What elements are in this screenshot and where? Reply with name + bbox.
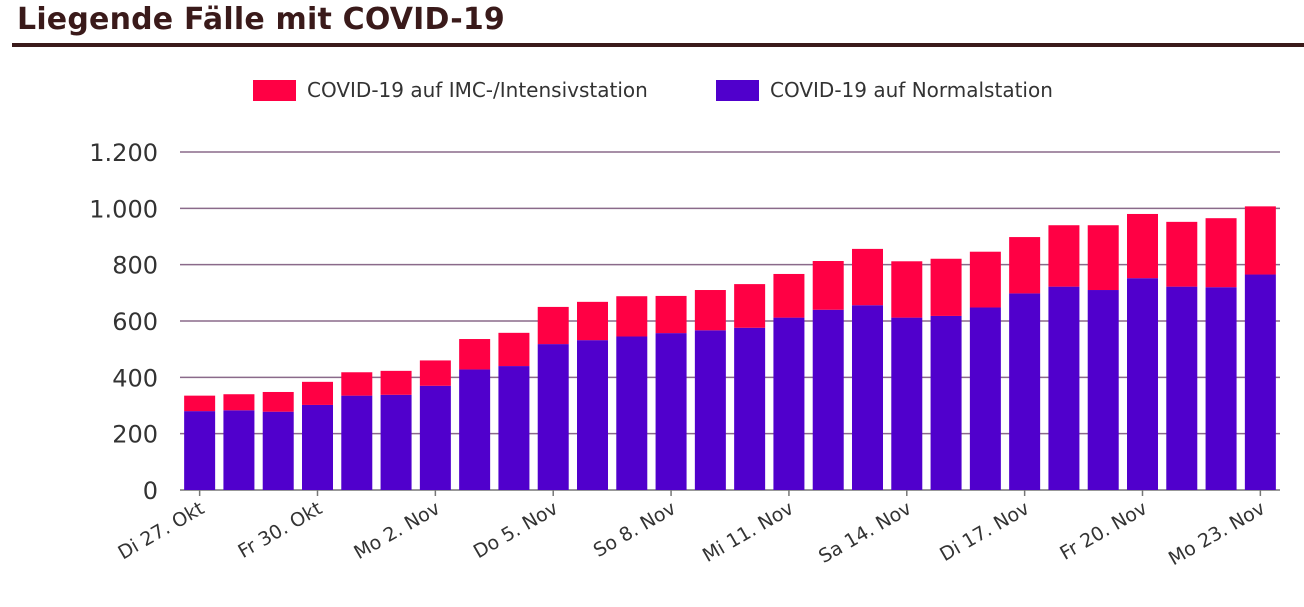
bar-imc <box>1048 225 1080 287</box>
bar-imc <box>498 332 530 367</box>
bar-imc <box>616 296 648 337</box>
bar-normal <box>537 344 569 490</box>
bar-imc <box>537 306 569 345</box>
bar-imc <box>262 391 294 412</box>
bar-normal <box>1009 293 1041 490</box>
bar-imc <box>184 395 216 412</box>
bar-imc <box>852 248 883 306</box>
bar-imc <box>930 258 962 316</box>
chart-legend: COVID-19 auf IMC-/Intensivstation COVID-… <box>0 78 1304 108</box>
bar-imc <box>1244 206 1276 275</box>
bar-normal <box>1166 286 1198 490</box>
bar-normal <box>341 395 373 490</box>
y-tick-label: 400 <box>112 364 158 392</box>
x-tick-label: Fr 30. Okt <box>234 497 326 563</box>
bar-normal <box>498 366 530 490</box>
x-tick-label: Di 17. Nov <box>936 497 1033 566</box>
bar-imc <box>1205 218 1237 288</box>
bar-normal <box>262 411 294 490</box>
bar-imc <box>812 261 844 310</box>
bar-normal <box>302 404 333 490</box>
bar-imc <box>459 339 491 370</box>
bar-normal <box>930 315 962 490</box>
bar-normal <box>773 317 805 490</box>
bar-imc <box>302 381 333 405</box>
bar-normal <box>380 394 412 490</box>
bar-normal <box>577 340 608 490</box>
x-tick-label: Mi 11. Nov <box>699 497 798 567</box>
bar-normal <box>1127 278 1158 490</box>
bar-normal <box>969 307 1001 490</box>
y-tick-label: 800 <box>112 252 158 280</box>
bar-imc <box>891 261 923 318</box>
bar-imc <box>694 290 726 331</box>
bar-imc <box>223 394 255 411</box>
y-tick-label: 600 <box>112 308 158 336</box>
bar-normal <box>734 327 766 490</box>
bar-imc <box>1009 237 1041 294</box>
bar-normal <box>223 410 255 490</box>
bar-normal <box>1205 287 1237 490</box>
bar-normal <box>1244 274 1276 490</box>
x-tick-label: Di 27. Okt <box>114 497 208 564</box>
bar-normal <box>812 309 844 490</box>
title-rule <box>12 43 1304 47</box>
bar-normal <box>655 333 687 490</box>
bar-imc <box>773 273 805 318</box>
y-tick-label: 1.000 <box>89 195 158 223</box>
bar-normal <box>1087 290 1119 490</box>
chart-title: Liegende Fälle mit COVID-19 <box>17 2 506 37</box>
bar-imc <box>341 372 373 396</box>
bar-normal <box>891 317 923 490</box>
bar-imc <box>734 284 766 328</box>
bar-imc <box>969 251 1001 308</box>
bar-imc <box>380 370 412 395</box>
x-tick-label: Mo 23. Nov <box>1165 497 1269 570</box>
bar-imc <box>655 295 687 334</box>
legend-label-imc: COVID-19 auf IMC-/Intensivstation <box>307 78 648 102</box>
y-tick-label: 0 <box>143 477 158 505</box>
legend-swatch-normal <box>716 79 759 101</box>
bar-normal <box>694 330 726 490</box>
legend-item-imc[interactable]: COVID-19 auf IMC-/Intensivstation <box>253 78 648 102</box>
bar-normal <box>616 336 648 490</box>
bar-normal <box>1048 286 1080 490</box>
bar-normal <box>419 385 451 490</box>
x-tick-label: Do 5. Nov <box>470 497 562 563</box>
bar-normal <box>184 411 216 490</box>
y-tick-label: 200 <box>112 421 158 449</box>
bar-imc <box>419 360 451 386</box>
bar-imc <box>1087 225 1119 291</box>
x-tick-label: Sa 14. Nov <box>815 497 915 568</box>
bar-normal <box>459 369 491 490</box>
bar-imc <box>1166 221 1198 287</box>
bar-normal <box>852 305 883 490</box>
x-tick-label: So 8. Nov <box>590 497 680 562</box>
y-tick-label: 1.200 <box>89 139 158 167</box>
bar-imc <box>577 301 608 341</box>
legend-label-normal: COVID-19 auf Normalstation <box>770 78 1053 102</box>
legend-item-normal[interactable]: COVID-19 auf Normalstation <box>716 78 1053 102</box>
legend-swatch-imc <box>253 79 296 101</box>
x-tick-label: Mo 2. Nov <box>350 497 444 564</box>
x-tick-label: Fr 20. Nov <box>1056 497 1151 564</box>
bar-imc <box>1127 213 1158 279</box>
